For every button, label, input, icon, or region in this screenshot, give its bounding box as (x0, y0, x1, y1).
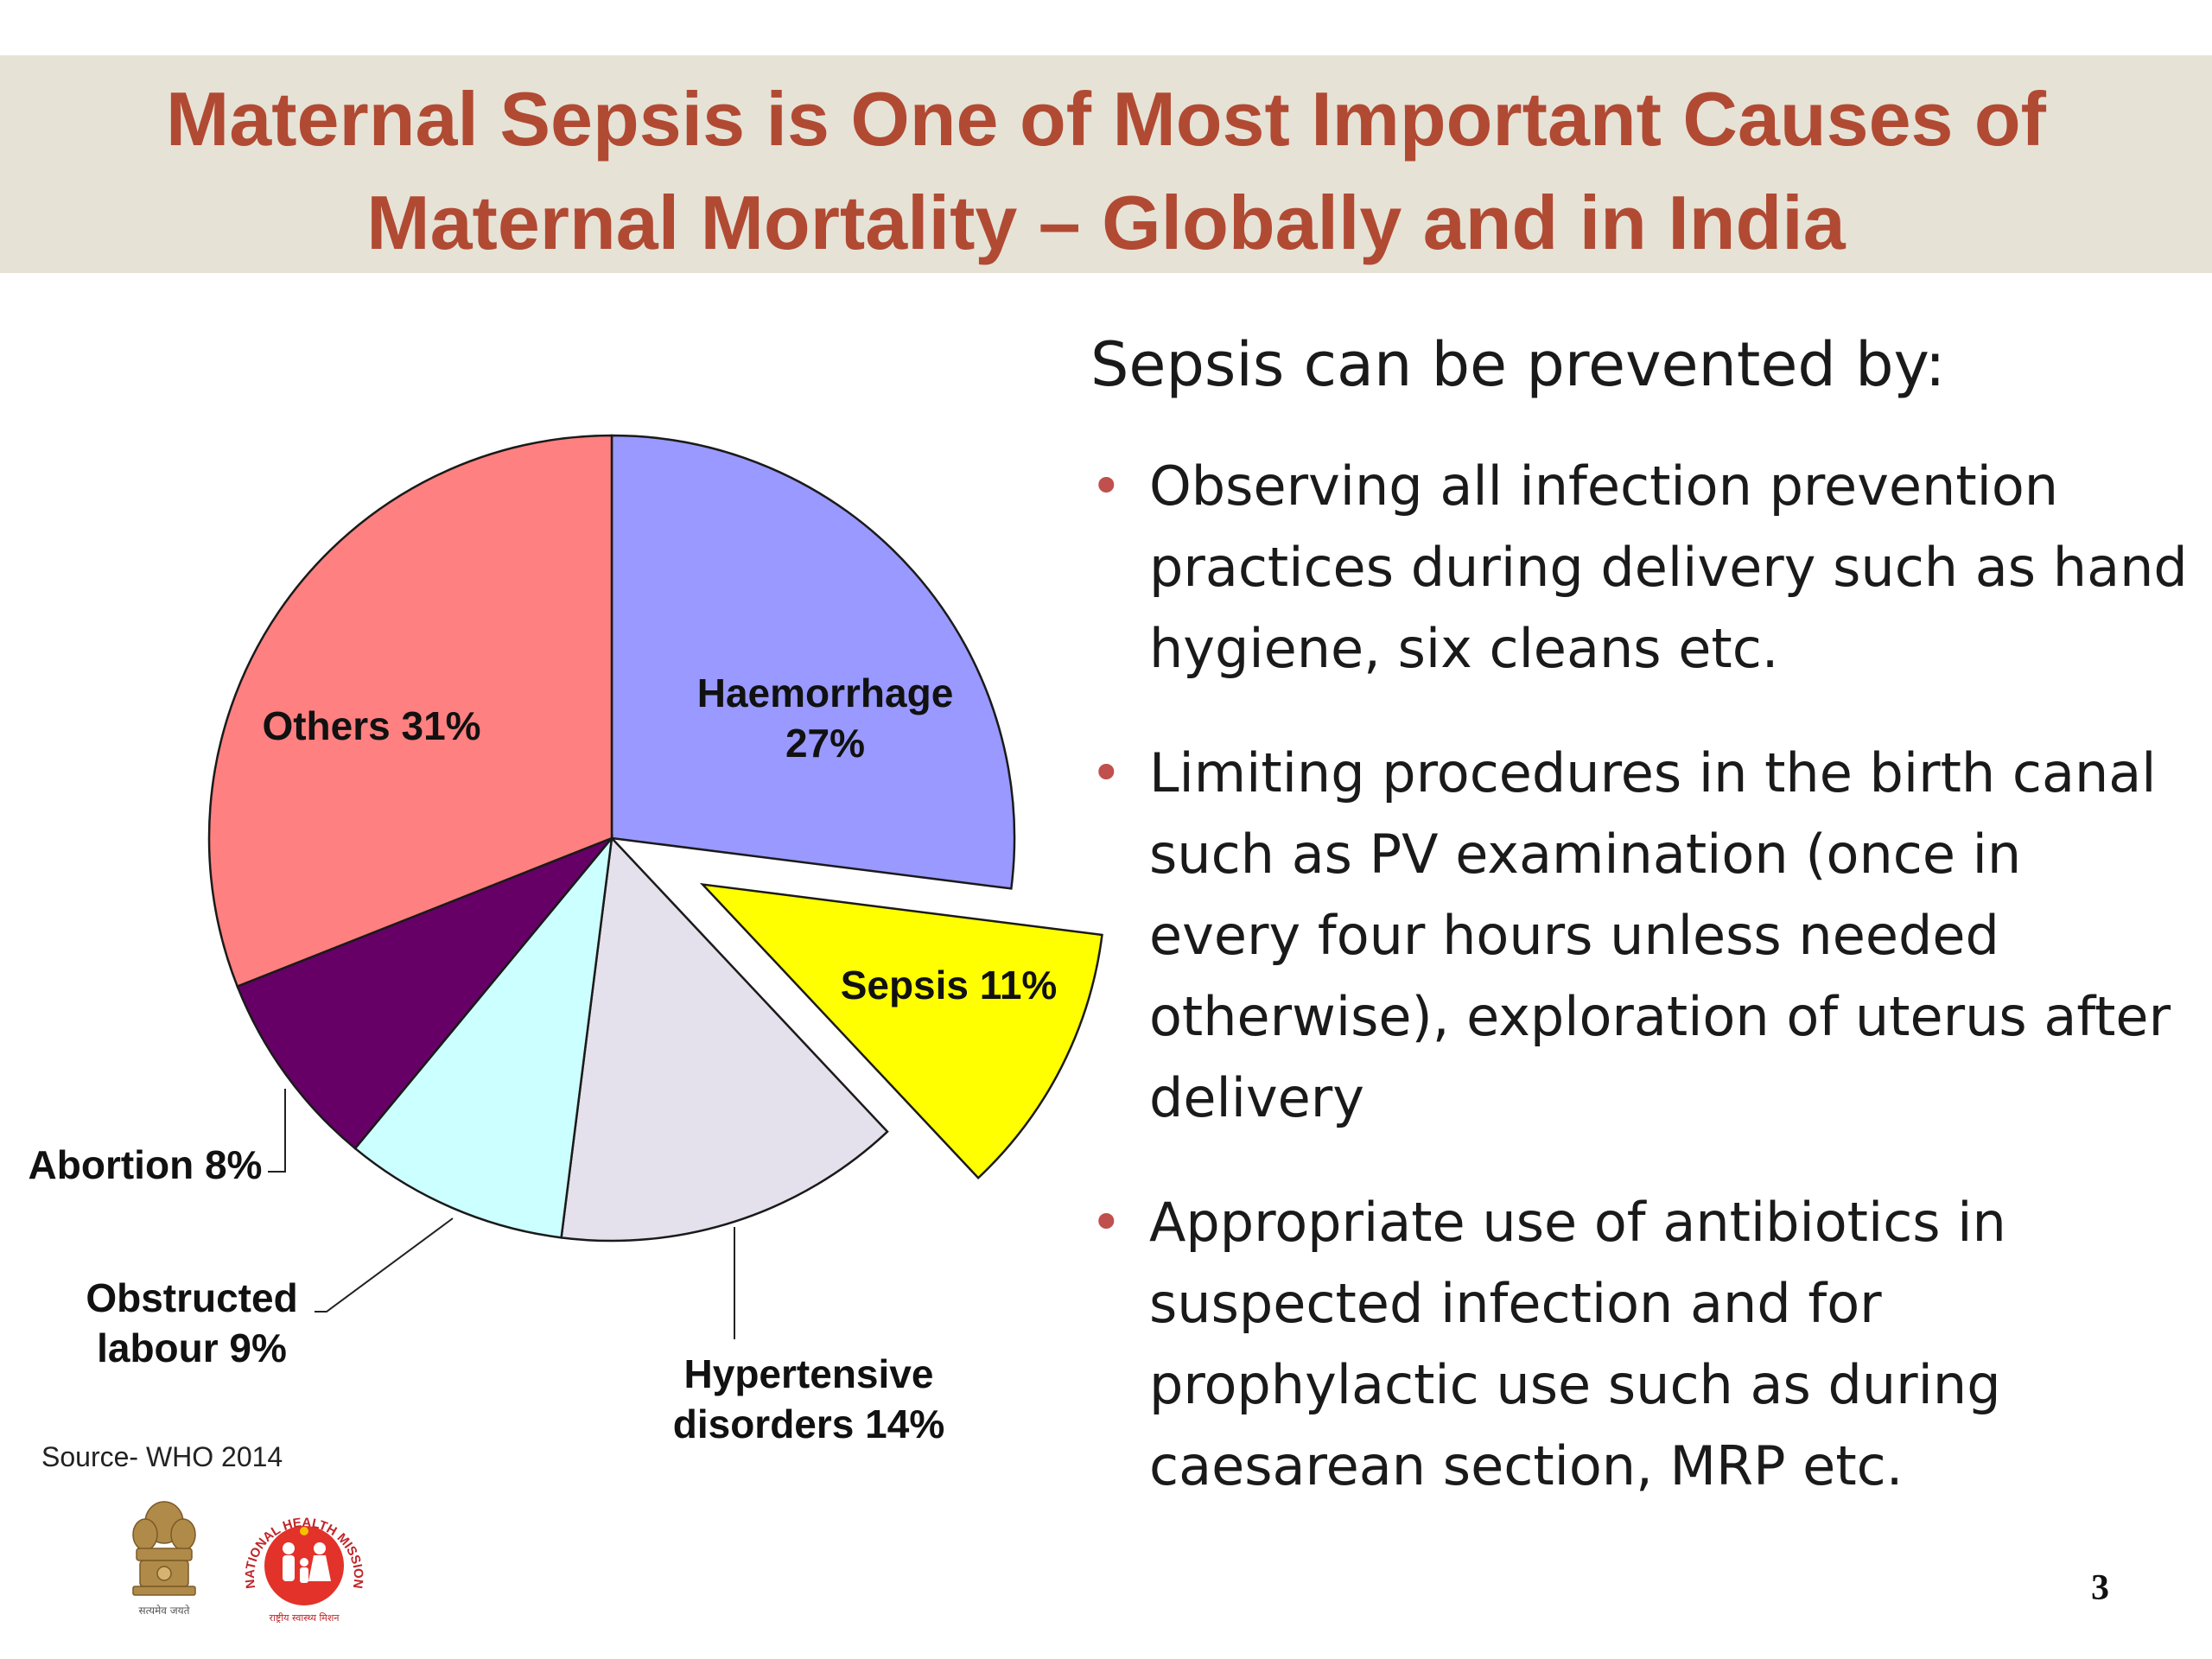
slide-title: Maternal Sepsis is One of Most Important… (0, 67, 2212, 275)
slice-label-line: Hypertensive (684, 1351, 934, 1396)
slice-label-hypertensive-disorders: Hypertensive disorders 14% (673, 1351, 944, 1446)
slice-label-line: Abortion 8% (29, 1142, 263, 1187)
prevention-heading: Sepsis can be prevented by: (1090, 329, 1946, 400)
slide-title-line-2: Maternal Mortality – Globally and in Ind… (366, 180, 1846, 265)
pie-chart: Haemorrhage 27% Sepsis 11% Hypertensive diso… (29, 434, 1103, 1446)
slice-label-abortion: Abortion 8% (29, 1142, 263, 1187)
pie-slice-hypertensive-disorders (560, 836, 889, 1243)
slice-label-line: Others 31% (262, 703, 480, 748)
slice-label-line: disorders 14% (673, 1402, 944, 1446)
pie-slice-abortion (236, 836, 613, 1150)
national-health-mission-logo: NATIONAL HEALTH MISSION राष्ट्रीय स्वास्… (243, 1516, 365, 1624)
title-band (0, 55, 2212, 273)
pie-slice-others (207, 434, 613, 988)
prevention-list: Observing all infection prevention pract… (1090, 446, 2188, 1507)
prevention-item-1: Observing all infection prevention pract… (1090, 446, 2188, 690)
leader-line-abortion (268, 1089, 286, 1173)
slice-label-haemorrhage: Haemorrhage 27% (697, 671, 954, 766)
leader-line-obstructed-labour (315, 1217, 454, 1313)
slice-label-others: Others 31% (262, 703, 480, 748)
slice-label-line: 27% (785, 721, 865, 766)
prevention-item-2: Limiting procedures in the birth canal s… (1090, 733, 2188, 1139)
state-emblem-logo: सत्यमेव जयते (132, 1501, 196, 1617)
nhm-hindi-text: राष्ट्रीय स्वास्थ्य मिशन (270, 1612, 340, 1624)
slide-title-line-1: Maternal Sepsis is One of Most Important… (166, 76, 2046, 162)
slice-label-line: Obstructed (86, 1275, 297, 1320)
pie-slice-obstructed-labour (353, 834, 613, 1239)
slice-label-line: labour 9% (97, 1325, 287, 1370)
slice-label-line: Sepsis 11% (841, 963, 1058, 1007)
slice-label-sepsis: Sepsis 11% (841, 963, 1058, 1007)
prevention-panel: Sepsis can be prevented by: Observing al… (1090, 321, 2188, 1550)
slice-label-line: Haemorrhage (697, 671, 954, 715)
emblem-caption: सत्यमेव जयते (139, 1605, 191, 1617)
slice-label-obstructed-labour: Obstructed labour 9% (86, 1275, 297, 1370)
slide-number: 3 (2091, 1568, 2109, 1608)
source-note: Source- WHO 2014 (41, 1441, 283, 1472)
prevention-item-3: Appropriate use of antibiotics in suspec… (1090, 1182, 2188, 1507)
pie-slice-haemorrhage (610, 434, 1016, 890)
